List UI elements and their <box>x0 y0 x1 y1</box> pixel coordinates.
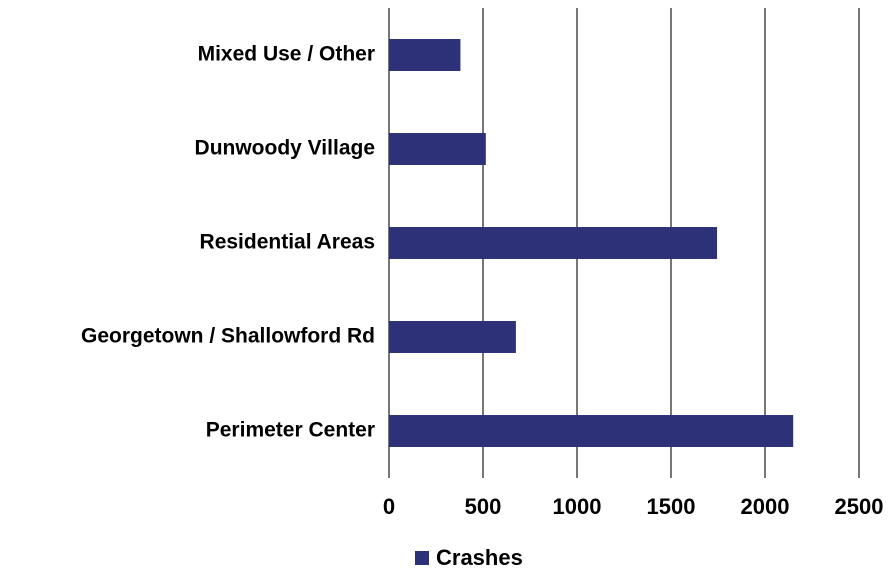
bar <box>389 321 516 353</box>
bar <box>389 227 718 259</box>
y-tick-label: Residential Areas <box>200 231 375 254</box>
y-tick-label: Georgetown / Shallowford Rd <box>81 325 375 348</box>
bar <box>389 39 461 71</box>
bar <box>389 133 486 165</box>
legend-label: Crashes <box>436 545 523 570</box>
x-tick-label: 500 <box>465 494 502 519</box>
y-tick-label: Perimeter Center <box>206 419 375 442</box>
x-tick-label: 2000 <box>741 494 790 519</box>
x-tick-label: 0 <box>383 494 395 519</box>
x-tick-label: 1500 <box>647 494 696 519</box>
bar <box>389 415 794 447</box>
legend-swatch <box>415 551 429 565</box>
x-tick-label: 1000 <box>553 494 602 519</box>
y-tick-label: Mixed Use / Other <box>198 43 375 66</box>
y-tick-label: Dunwoody Village <box>195 137 375 160</box>
x-tick-label: 2500 <box>835 494 884 519</box>
